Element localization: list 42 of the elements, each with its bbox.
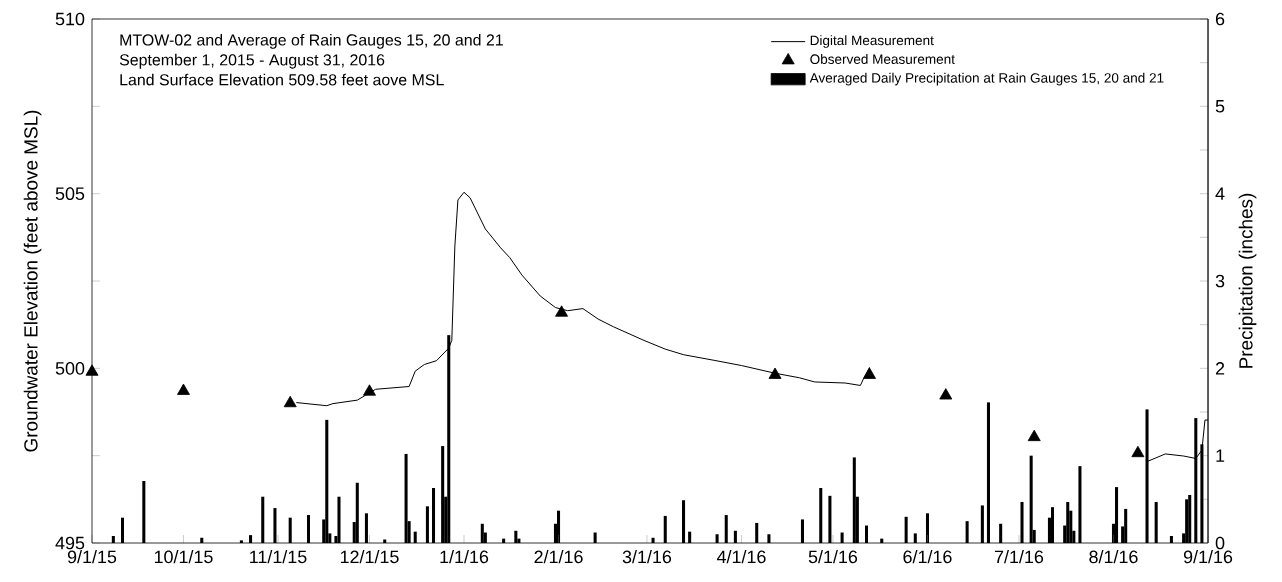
x-tick-label: 9/1/16 (1183, 550, 1233, 564)
point (85, 364, 99, 376)
legend-label: Averaged Daily Precipitation at Rain Gauges 15, 20 and 21 (809, 72, 1164, 86)
annotation: Land Surface Elevation 509.58 feet aove MSL (120, 73, 444, 86)
y-tick-label: 510 (55, 12, 85, 26)
y-tick-label: 500 (55, 361, 85, 375)
x-tick-label: 5/1/16 (808, 550, 858, 564)
y2-tick-label: 3 (1215, 274, 1225, 288)
y2-tick-label: 1 (1216, 449, 1225, 462)
x-tick-label: 12/1/15 (340, 550, 399, 564)
legend-label: Observed Measurement (810, 54, 955, 64)
text: September 1, 2015 - August 31, 2016 (119, 53, 385, 69)
x-tick-label: 10/1/15 (154, 550, 213, 564)
x-tick-label: 2/1/16 (534, 550, 583, 564)
x-tick-label: 4/1/16 (716, 550, 766, 564)
y2-tick-label: 5 (1215, 100, 1225, 113)
point (1027, 429, 1041, 442)
x-tick-label: 11/1/15 (250, 550, 307, 564)
x-tick-label: 3/1/16 (622, 550, 672, 564)
y-tick-label: 495 (55, 536, 85, 550)
x-tick-label: 1/1/16 (440, 550, 489, 564)
x-tick-label: 9/1/15 (67, 550, 117, 564)
point (1131, 445, 1145, 458)
x-tick-label: 8/1/16 (1089, 550, 1138, 564)
point (939, 388, 953, 400)
point (768, 367, 782, 379)
point (177, 383, 190, 395)
x-tick-label: 7/1/16 (994, 550, 1044, 564)
y-tick-label: 505 (55, 187, 85, 201)
y-axis-title: Groundwater Elevation (feet above MSL) (23, 110, 42, 452)
y2-tick-label: 2 (1215, 362, 1225, 375)
y2-tick-label: 0 (1215, 536, 1225, 550)
point (283, 395, 297, 408)
y2-tick-label: 6 (1215, 12, 1225, 26)
y2-tick-label: 4 (1215, 187, 1225, 200)
point (863, 367, 876, 379)
legend-label: Digital Measurement (810, 35, 934, 48)
y2-axis-title: Precipitation (inches) (1238, 193, 1257, 368)
point (555, 305, 569, 317)
point (363, 384, 376, 396)
text: MTOW-02 and Average of Rain Gauges 15, 20 and 21 (120, 33, 503, 49)
x-tick-label: 6/1/16 (903, 550, 952, 564)
